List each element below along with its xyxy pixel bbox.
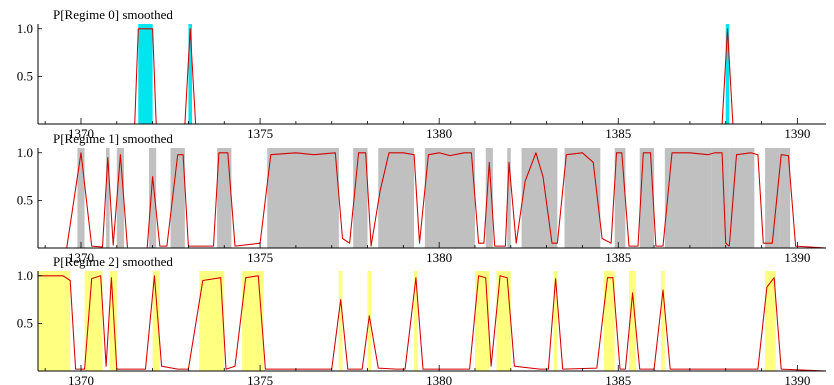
regime-1-shaded-interval-6 [267,148,339,248]
regime-1-y-tick-label-1: 1.0 [17,145,33,160]
regime-1-shaded-interval-17 [711,148,730,248]
regime-0-x-tick-label-2: 1380 [426,126,452,141]
regime-1-shaded-interval-5 [217,148,232,248]
regime-1-shaded-interval-8 [378,148,415,248]
regime-2-shaded-interval-13 [629,271,637,371]
regime-1-panel-title: P[Regime 1] smoothed [53,131,173,146]
regime-1-shaded-interval-10 [485,148,493,248]
regime-2-panel-title: P[Regime 2] smoothed [53,254,173,269]
regime-2-probability-line [38,275,827,372]
regime-1-probability-line [38,152,827,249]
regime-1-x-tick-label-1: 1375 [247,250,273,265]
regime-panel-0: 0.5 1.0 1370 1375 1380 1385 1390 P[Regime 0] sm… [17,7,826,141]
regime-2-shaded-interval-3 [152,271,160,371]
regime-2-shaded-interval-4 [199,271,225,371]
regime-2-shaded-interval-7 [367,271,372,371]
regime-0-y-tick-label-0: 0.5 [17,68,33,83]
regime-0-x-tick-label-0: 1370 [68,126,94,141]
regime-2-shaded-interval-1 [84,271,103,371]
regime-0-panel-title: P[Regime 0] smoothed [53,7,173,22]
regime-1-x-tick-label-4: 1390 [784,250,810,265]
regime-0-probability-line [38,28,826,125]
regime-0-y-tick-label-1: 1.0 [17,21,33,36]
regime-2-shaded-interval-6 [338,271,343,371]
regime-1-shaded-interval-9 [424,148,475,248]
regime-2-x-tick-label-3: 1385 [605,373,631,385]
regime-2-shaded-interval-11 [553,271,558,371]
regime-2-x-tick-label-4: 1390 [784,373,810,385]
regime-1-shaded-interval-4 [170,148,185,248]
regime-2-shaded-interval-2 [109,271,117,371]
regime-2-y-tick-label-0: 0.5 [17,315,33,330]
regime-0-shaded-interval-2 [725,24,730,124]
regime-2-y-tick-label-1: 1.0 [17,268,33,283]
regime-1-shaded-interval-2 [116,148,124,248]
regime-2-shaded-interval-10 [496,271,511,371]
regime-2-shaded-interval-9 [474,271,490,371]
regime-panel-1: 0.5 1.0 1370 1375 1380 1385 1390 P[Regime 1] sm… [17,131,827,265]
regime-1-shaded-interval-14 [614,148,626,248]
regime-1-shaded-interval-0 [77,148,85,248]
regime-1-shaded-interval-19 [765,148,780,248]
regime-1-x-tick-label-0: 1370 [68,250,94,265]
regime-1-shaded-interval-16 [664,148,712,248]
regime-0-shaded-interval-0 [138,24,153,124]
regime-0-x-tick-label-3: 1385 [605,126,631,141]
regime-1-shaded-interval-1 [106,148,110,248]
regime-2-x-tick-label-2: 1380 [426,373,452,385]
regime-1-shaded-interval-7 [353,148,368,248]
regime-1-shaded-interval-13 [564,148,601,248]
regime-0-x-tick-label-1: 1375 [247,126,273,141]
regime-1-shaded-interval-20 [779,148,791,248]
regime-0-shaded-interval-1 [188,24,193,124]
regime-2-x-tick-label-1: 1375 [247,373,273,385]
regime-1-shaded-interval-15 [639,148,655,248]
regime-1-shaded-interval-3 [149,148,157,248]
regime-panel-2: 0.5 1.0 1370 1375 1380 1385 1390 P[Regime 2] sm… [17,254,827,385]
regime-2-shaded-interval-5 [242,271,264,371]
regime-2-shaded-interval-12 [603,271,615,371]
regime-2-x-tick-label-0: 1370 [68,373,94,385]
regime-1-x-tick-label-2: 1380 [426,250,452,265]
regime-2-shaded-interval-0 [38,271,71,371]
regime-2-shaded-interval-8 [414,271,418,371]
regime-1-x-tick-label-3: 1385 [605,250,631,265]
regime-1-y-tick-label-0: 0.5 [17,192,33,207]
regime-1-shaded-interval-11 [507,148,511,248]
regime-2-shaded-interval-15 [765,271,776,371]
regime-2-shaded-interval-14 [661,271,665,371]
regime-0-x-tick-label-4: 1390 [784,126,810,141]
